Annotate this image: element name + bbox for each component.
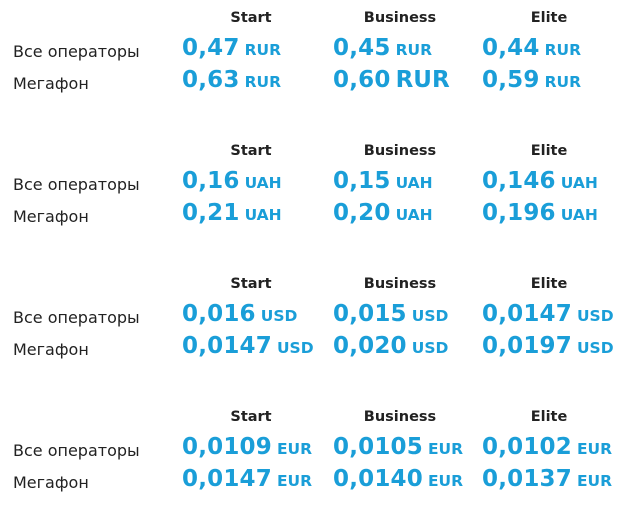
price-cell: 0,15 UAH — [333, 166, 433, 198]
price-value: 0,015 — [333, 301, 407, 327]
price-cell: 0,146 UAH — [482, 166, 598, 198]
price-currency: EUR — [576, 472, 613, 490]
price-cell: 0,0197 USD — [482, 331, 614, 363]
price-currency: RUR — [544, 41, 582, 59]
price-value: 0,21 — [182, 200, 240, 226]
price-currency: UAH — [395, 174, 433, 192]
price-value: 0,16 — [182, 168, 240, 194]
plan-header-start: Start — [230, 10, 272, 26]
price-cell: 0,20 UAH — [333, 198, 433, 230]
price-currency: USD — [276, 339, 314, 357]
price-currency: RUR — [544, 73, 582, 91]
price-cell: 0,0105 EUR — [333, 432, 463, 464]
plan-header-start: Start — [230, 409, 272, 425]
plan-header-elite: Elite — [530, 276, 568, 292]
price-block-uah: Start Business Elite Все операторы Мегаф… — [0, 141, 626, 241]
price-cell: 0,196 UAH — [482, 198, 598, 230]
price-value: 0,0137 — [482, 466, 572, 492]
price-value: 0,0197 — [482, 333, 572, 359]
operator-label-all: Все операторы — [13, 175, 140, 194]
price-value: 0,0147 — [182, 333, 272, 359]
price-currency: USD — [260, 307, 298, 325]
plan-header-business: Business — [363, 409, 437, 425]
price-currency: RUR — [395, 41, 433, 59]
price-value: 0,0140 — [333, 466, 423, 492]
operator-label-all: Все операторы — [13, 42, 140, 61]
plan-header-business: Business — [363, 143, 437, 159]
plan-header-elite: Elite — [530, 143, 568, 159]
price-value: 0,196 — [482, 200, 556, 226]
price-cell: 0,45 RUR — [333, 33, 432, 65]
price-currency: UAH — [244, 174, 282, 192]
price-value: 0,60 — [333, 67, 391, 93]
operator-label-megafon: Мегафон — [13, 340, 89, 359]
price-cell: 0,0102 EUR — [482, 432, 612, 464]
plan-header-business: Business — [363, 276, 437, 292]
price-currency: UAH — [244, 206, 282, 224]
price-cell: 0,44 RUR — [482, 33, 581, 65]
price-cell: 0,0137 EUR — [482, 464, 612, 496]
price-cell: 0,0140 EUR — [333, 464, 463, 496]
price-cell: 0,16 UAH — [182, 166, 282, 198]
price-value: 0,0102 — [482, 434, 572, 460]
price-currency: RUR — [244, 41, 282, 59]
price-cell: 0,015 USD — [333, 299, 448, 331]
operator-label-megafon: Мегафон — [13, 74, 89, 93]
price-currency: USD — [576, 307, 614, 325]
plan-header-business: Business — [363, 10, 437, 26]
price-value: 0,016 — [182, 301, 256, 327]
price-value: 0,20 — [333, 200, 391, 226]
price-cell: 0,020 USD — [333, 331, 448, 363]
price-cell: 0,016 USD — [182, 299, 297, 331]
plan-header-start: Start — [230, 143, 272, 159]
price-cell: 0,0147 USD — [482, 299, 614, 331]
price-value: 0,45 — [333, 35, 391, 61]
price-value: 0,0147 — [482, 301, 572, 327]
price-cell: 0,0147 EUR — [182, 464, 312, 496]
price-cell: 0,47 RUR — [182, 33, 281, 65]
price-cell: 0,21 UAH — [182, 198, 282, 230]
price-currency: UAH — [560, 206, 598, 224]
price-value: 0,0105 — [333, 434, 423, 460]
price-value: 0,59 — [482, 67, 540, 93]
price-currency: EUR — [427, 472, 464, 490]
price-currency: UAH — [560, 174, 598, 192]
price-block-eur: Start Business Elite Все операторы Мегаф… — [0, 407, 626, 507]
operator-label-all: Все операторы — [13, 308, 140, 327]
price-cell: 0,59 RUR — [482, 65, 581, 97]
operator-label-megafon: Мегафон — [13, 473, 89, 492]
price-value: 0,020 — [333, 333, 407, 359]
price-cell: 0,0147 USD — [182, 331, 314, 363]
price-value: 0,0109 — [182, 434, 272, 460]
price-currency: UAH — [395, 206, 433, 224]
price-currency: RUR — [244, 73, 282, 91]
price-currency: USD — [411, 339, 449, 357]
price-currency: EUR — [427, 440, 464, 458]
operator-label-megafon: Мегафон — [13, 207, 89, 226]
plan-header-start: Start — [230, 276, 272, 292]
price-currency: EUR — [576, 440, 613, 458]
price-currency: USD — [411, 307, 449, 325]
price-cell: 0,60 RUR — [333, 65, 450, 97]
price-cell: 0,0109 EUR — [182, 432, 312, 464]
plan-header-elite: Elite — [530, 10, 568, 26]
price-block-rur: Start Business Elite Все операторы Мегаф… — [0, 8, 626, 108]
price-currency: EUR — [276, 472, 313, 490]
price-currency: EUR — [276, 440, 313, 458]
price-currency: RUR — [395, 67, 450, 93]
price-currency: USD — [576, 339, 614, 357]
price-value: 0,63 — [182, 67, 240, 93]
price-cell: 0,63 RUR — [182, 65, 281, 97]
price-value: 0,47 — [182, 35, 240, 61]
price-value: 0,15 — [333, 168, 391, 194]
price-value: 0,0147 — [182, 466, 272, 492]
operator-label-all: Все операторы — [13, 441, 140, 460]
price-value: 0,44 — [482, 35, 540, 61]
price-block-usd: Start Business Elite Все операторы Мегаф… — [0, 274, 626, 374]
plan-header-elite: Elite — [530, 409, 568, 425]
price-value: 0,146 — [482, 168, 556, 194]
